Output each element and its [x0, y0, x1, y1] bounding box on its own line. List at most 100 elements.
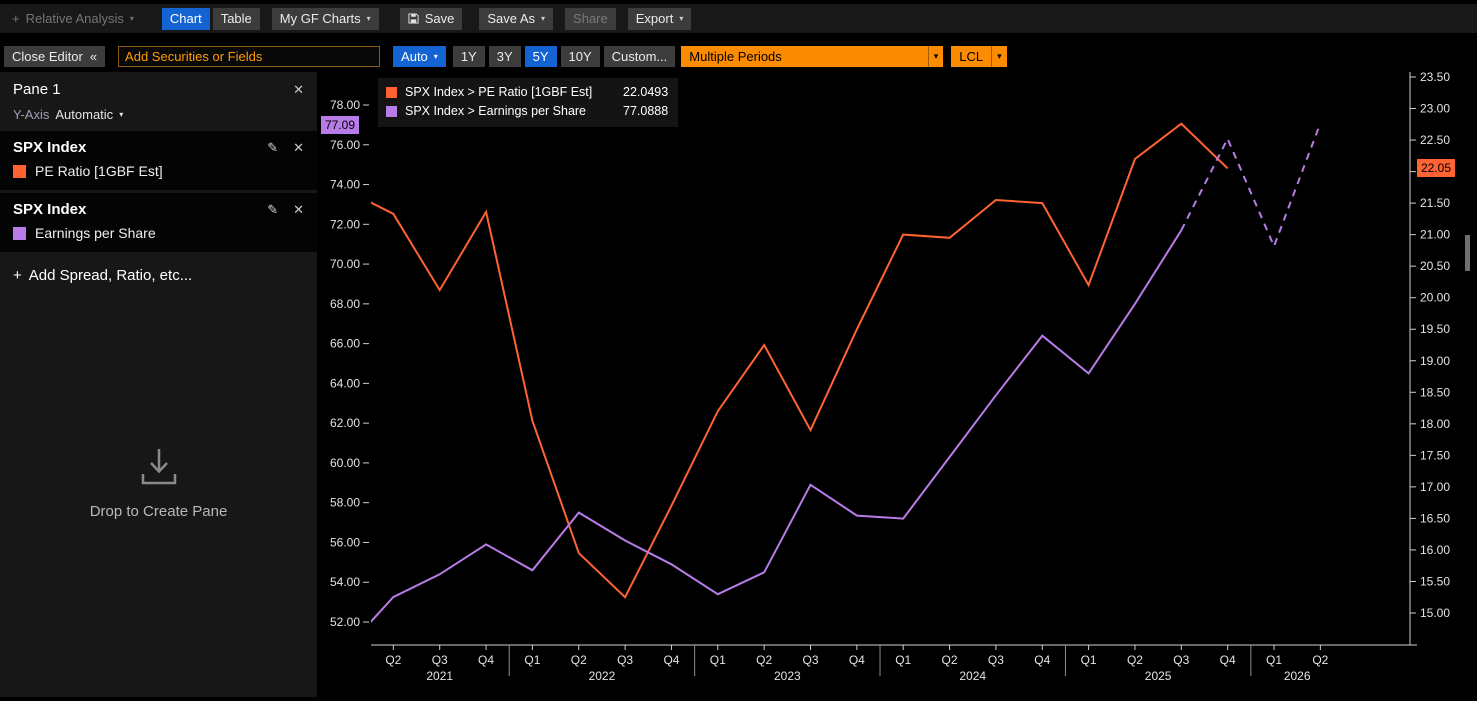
left-axis-label: 72.00: [330, 217, 360, 231]
left-axis-label: 52.00: [330, 615, 360, 629]
series-item: SPX Index ✎ ✕ PE Ratio [1GBF Est]: [0, 131, 317, 190]
right-axis-label: 15.50: [1420, 574, 1450, 588]
right-axis-label: 23.00: [1420, 102, 1450, 116]
quarter-label: Q2: [571, 653, 587, 667]
collapse-left-icon: «: [89, 49, 98, 64]
left-axis-label: 68.00: [330, 297, 360, 311]
range-5y-button[interactable]: 5Y: [524, 46, 557, 67]
year-label: 2025: [1145, 669, 1172, 683]
chevron-down-icon: ▾: [129, 14, 134, 23]
year-label: 2026: [1284, 669, 1311, 683]
pane-editor-panel: Pane 1 ✕ Y-Axis Automatic ▾ SPX Index ✎ …: [0, 72, 317, 697]
left-axis-label: 60.00: [330, 456, 360, 470]
my-gf-charts-dropdown[interactable]: My GF Charts ▾: [271, 7, 379, 30]
series-field-label: PE Ratio [1GBF Est]: [35, 163, 163, 179]
year-label: 2023: [774, 669, 801, 683]
legend-label: SPX Index > PE Ratio [1GBF Est]: [405, 85, 593, 99]
table-tab[interactable]: Table: [212, 7, 260, 30]
series-color-swatch[interactable]: [13, 164, 26, 178]
right-axis-label: 15.00: [1420, 606, 1450, 620]
axis-scrollbar-thumb[interactable]: [1465, 235, 1470, 271]
range-1y-button[interactable]: 1Y: [452, 46, 485, 67]
quarter-label: Q2: [1312, 653, 1328, 667]
chart-tab[interactable]: Chart: [161, 7, 210, 30]
currency-dropdown[interactable]: LCL ▾: [951, 46, 1007, 67]
edit-pencil-icon[interactable]: ✎: [267, 201, 279, 217]
quarter-label: Q1: [1081, 653, 1097, 667]
remove-series-icon[interactable]: ✕: [293, 201, 304, 217]
right-axis-label: 16.00: [1420, 543, 1450, 557]
pane-close-icon[interactable]: ✕: [293, 81, 304, 97]
legend-swatch: [386, 87, 397, 98]
y-axis-label: Y-Axis: [13, 107, 50, 122]
quarter-label: Q3: [432, 653, 448, 667]
range-3y-button[interactable]: 3Y: [488, 46, 521, 67]
add-spread-button[interactable]: + Add Spread, Ratio, etc...: [13, 267, 193, 284]
quarter-label: Q1: [1266, 653, 1282, 667]
quarter-label: Q2: [756, 653, 772, 667]
save-button[interactable]: Save: [399, 7, 463, 30]
right-axis-label: 18.50: [1420, 385, 1450, 399]
security-name: SPX Index: [13, 201, 87, 218]
year-label: 2021: [426, 669, 453, 683]
quarter-label: Q4: [849, 653, 865, 667]
editor-toolbar: Close Editor « Auto ▾ 1Y 3Y 5Y 10Y Custo…: [0, 44, 1477, 69]
right-axis-label: 18.00: [1420, 417, 1450, 431]
download-tray-icon: [141, 449, 176, 485]
quarter-label: Q4: [663, 653, 679, 667]
chart-legend: SPX Index > PE Ratio [1GBF Est] 22.0493 …: [378, 78, 679, 127]
left-axis-label: 54.00: [330, 575, 360, 589]
legend-row[interactable]: SPX Index > Earnings per Share 77.0888: [386, 102, 668, 121]
quarter-label: Q3: [802, 653, 818, 667]
quarter-label: Q2: [1127, 653, 1143, 667]
periods-value: Multiple Periods: [689, 49, 782, 64]
plus-icon: +: [12, 11, 20, 26]
series-item: SPX Index ✎ ✕ Earnings per Share: [0, 193, 317, 252]
range-custom-button[interactable]: Custom...: [603, 46, 676, 67]
quarter-label: Q2: [942, 653, 958, 667]
securities-input[interactable]: [118, 46, 381, 67]
right-axis-label: 17.50: [1420, 448, 1450, 462]
chart-plot[interactable]: 78.00 76.00 74.00 72.00 70.00 68.00 66.00 64.00…: [317, 72, 1477, 697]
edit-pencil-icon[interactable]: ✎: [267, 139, 279, 155]
left-axis-label: 62.00: [330, 416, 360, 430]
quarter-label: Q4: [1220, 653, 1236, 667]
auto-scale-dropdown[interactable]: Auto ▾: [393, 46, 446, 67]
share-button: Share: [565, 7, 616, 30]
chevron-down-icon: ▾: [927, 46, 944, 67]
right-axis-label: 17.00: [1420, 480, 1450, 494]
left-axis-label: 70.00: [330, 257, 360, 271]
drop-hint-text: Drop to Create Pane: [89, 503, 228, 520]
chevron-down-icon: ▾: [991, 46, 1007, 67]
relative-analysis-label: Relative Analysis: [25, 11, 124, 26]
chevron-down-icon: ▾: [541, 14, 546, 23]
right-axis-label: 20.50: [1420, 259, 1450, 273]
series-line-right[interactable]: [347, 122, 1229, 599]
close-editor-button[interactable]: Close Editor «: [4, 46, 106, 67]
save-as-dropdown[interactable]: Save As ▾: [479, 7, 554, 30]
drop-create-pane-zone[interactable]: Drop to Create Pane: [0, 444, 317, 520]
right-axis-label: 23.50: [1420, 72, 1450, 84]
legend-row[interactable]: SPX Index > PE Ratio [1GBF Est] 22.0493: [386, 83, 668, 102]
relative-analysis-button[interactable]: + Relative Analysis ▾: [4, 8, 142, 30]
range-10y-button[interactable]: 10Y: [560, 46, 600, 67]
quarter-label: Q4: [1034, 653, 1050, 667]
legend-swatch: [386, 106, 397, 117]
quarter-label: Q1: [524, 653, 540, 667]
periods-dropdown[interactable]: Multiple Periods ▾: [681, 46, 944, 67]
chevron-down-icon: ▾: [366, 14, 371, 23]
plus-icon: +: [13, 267, 22, 284]
quarter-label: Q3: [617, 653, 633, 667]
save-disk-icon: [408, 13, 419, 24]
export-dropdown[interactable]: Export ▾: [627, 7, 692, 30]
series-color-swatch[interactable]: [13, 226, 26, 240]
series-line-left[interactable]: [347, 229, 1183, 648]
chart-area: 78.00 76.00 74.00 72.00 70.00 68.00 66.00 64.00…: [317, 72, 1477, 697]
y-axis-mode-dropdown[interactable]: Automatic: [55, 107, 114, 122]
series-line-estimate[interactable]: [1180, 122, 1322, 249]
pe-last-value-badge: 22.05: [1417, 159, 1456, 177]
left-axis-label: 64.00: [330, 376, 360, 390]
legend-value: 77.0888: [623, 104, 669, 118]
quarter-label: Q2: [385, 653, 401, 667]
remove-series-icon[interactable]: ✕: [293, 139, 304, 155]
